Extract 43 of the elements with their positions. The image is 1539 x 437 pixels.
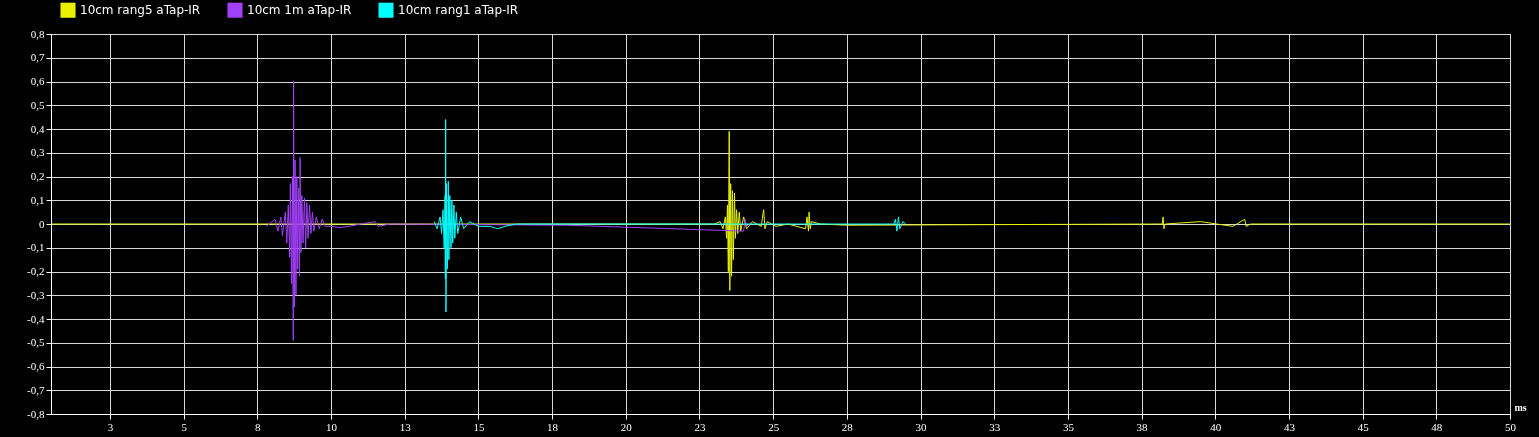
x-tick-label: 20 <box>620 420 633 433</box>
y-tick-label: 0,8 <box>30 27 45 40</box>
y-tick-label: -0,6 <box>27 360 45 372</box>
legend-label: 10cm rang1 aTap-IR <box>398 3 519 18</box>
x-tick-label: 28 <box>841 420 854 433</box>
y-tick-label: 0 <box>39 217 45 230</box>
x-tick-label: 40 <box>1210 420 1222 433</box>
x-tick-label: 15 <box>473 420 485 433</box>
x-tick-label: 38 <box>1136 420 1149 433</box>
y-tick-label: 0,6 <box>30 75 45 87</box>
x-tick-label: 5 <box>181 420 188 433</box>
x-tick-label: 13 <box>399 420 412 433</box>
x-tick-label: 35 <box>1062 420 1075 433</box>
x-tick-label: 45 <box>1357 420 1370 433</box>
y-tick-label: 0,1 <box>30 193 45 206</box>
x-tick-label: 18 <box>547 420 559 433</box>
x-tick-label: 50 <box>1505 420 1517 433</box>
x-tick-label: 3 <box>107 420 114 433</box>
y-tick-label: 0,3 <box>30 146 45 159</box>
x-tick-label: 8 <box>255 420 262 433</box>
y-tick-label: -0,7 <box>27 383 45 396</box>
x-tick-label: 33 <box>989 420 1001 433</box>
x-tick-label: 25 <box>768 420 780 433</box>
y-tick-label: -0,3 <box>27 288 45 301</box>
x-axis-title: ms <box>1514 401 1527 413</box>
y-tick-label: -0,8 <box>27 407 45 420</box>
y-tick-label: -0,5 <box>27 336 45 349</box>
y-tick-label: 0,5 <box>30 98 45 111</box>
x-tick-label: 23 <box>694 420 706 433</box>
y-tick-label: 0,4 <box>30 122 45 135</box>
y-tick-label: -0,2 <box>27 265 45 277</box>
legend-label: 10cm rang5 aTap-IR <box>80 3 201 18</box>
x-tick-label: 43 <box>1283 420 1296 433</box>
x-tick-label: 48 <box>1431 420 1443 433</box>
y-tick-label: -0,1 <box>27 241 45 254</box>
y-tick-label: 0,7 <box>30 51 45 64</box>
y-tick-label: -0,4 <box>27 312 45 325</box>
line-series <box>265 81 751 341</box>
x-tick-label: 30 <box>915 420 928 433</box>
x-tick-label: 10 <box>326 420 338 433</box>
line-series <box>433 119 907 313</box>
legend-label: 10cm 1m aTap-IR <box>247 3 352 18</box>
y-tick-label: 0,2 <box>30 170 45 182</box>
